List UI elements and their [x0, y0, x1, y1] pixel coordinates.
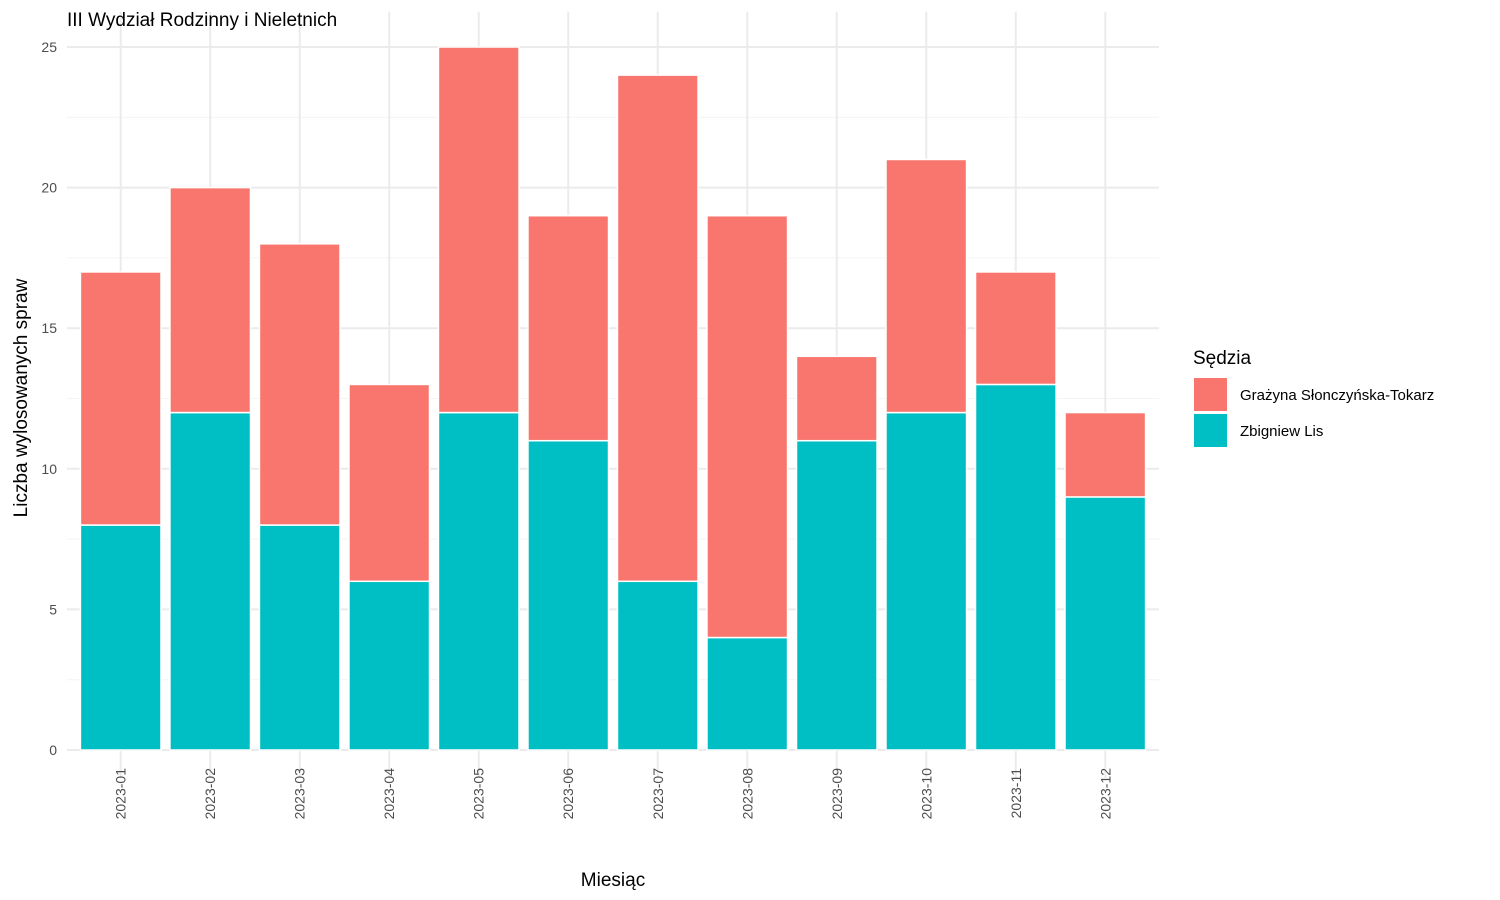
bar-segment-2023-11-s0 [974, 383, 1057, 751]
bar-segment-2023-04-s0 [348, 580, 431, 751]
bar-segment-2023-05-s0 [437, 411, 520, 751]
x-tick-label: 2023-12 [1097, 768, 1113, 820]
y-axis-title: Liczba wylosowanych spraw [11, 278, 32, 517]
bar-segment-2023-08-s1 [706, 214, 789, 639]
x-tick-label: 2023-03 [292, 768, 308, 820]
legend-entry-label: Grażyna Słonczyńska-Tokarz [1240, 387, 1434, 404]
legend-title: Sędzia [1193, 348, 1252, 369]
x-tick-label: 2023-09 [829, 768, 845, 820]
x-tick-label: 2023-11 [1008, 768, 1024, 819]
y-tick-label: 0 [49, 742, 57, 758]
bars-layer [79, 46, 1147, 751]
bar-segment-2023-12-s0 [1064, 496, 1147, 751]
x-axis-title: Miesiąc [581, 870, 645, 891]
bar-segment-2023-06-s0 [527, 439, 610, 751]
legend-entry-label: Zbigniew Lis [1240, 423, 1323, 440]
bar-segment-2023-04-s1 [348, 383, 431, 583]
bar-segment-2023-01-s0 [79, 524, 162, 751]
y-tick-label: 25 [41, 39, 57, 55]
bar-segment-2023-09-s0 [795, 439, 878, 751]
bar-segment-2023-10-s0 [885, 411, 968, 751]
y-tick-label: 15 [41, 320, 57, 336]
bar-segment-2023-03-s1 [258, 243, 341, 526]
y-axis-ticks: 0 5 10 15 20 25 [41, 39, 57, 758]
chart-title: III Wydział Rodzinny i Nieletnich [67, 10, 337, 31]
y-tick-label: 5 [49, 601, 57, 617]
bar-segment-2023-05-s1 [437, 46, 520, 414]
bar-segment-2023-06-s1 [527, 214, 610, 442]
bar-segment-2023-10-s1 [885, 158, 968, 414]
bar-segment-2023-09-s1 [795, 355, 878, 442]
y-tick-label: 10 [41, 461, 57, 477]
legend-key [1194, 378, 1227, 411]
bar-segment-2023-03-s0 [258, 524, 341, 751]
bar-segment-2023-07-s0 [616, 580, 699, 751]
x-tick-label: 2023-07 [650, 768, 666, 820]
x-tick-label: 2023-04 [381, 768, 397, 820]
x-tick-label: 2023-01 [113, 768, 129, 820]
bar-segment-2023-08-s0 [706, 636, 789, 751]
bar-segment-2023-02-s1 [169, 186, 252, 414]
legend-key [1194, 414, 1227, 447]
x-tick-label: 2023-05 [471, 768, 487, 820]
bar-segment-2023-07-s1 [616, 74, 699, 583]
x-tick-label: 2023-06 [560, 768, 576, 820]
bar-segment-2023-01-s1 [79, 271, 162, 526]
x-tick-label: 2023-08 [739, 768, 755, 820]
x-axis-ticks: 2023-01 2023-02 2023-03 2023-04 2023-05 2023-… [113, 768, 1114, 820]
legend: Sędzia Grażyna Słonczyńska-Tokarz Zbignie… [1193, 348, 1434, 447]
x-tick-label: 2023-10 [918, 768, 934, 820]
bar-segment-2023-02-s0 [169, 411, 252, 751]
x-tick-label: 2023-02 [202, 768, 218, 820]
bar-segment-2023-11-s1 [974, 271, 1057, 386]
y-tick-label: 20 [41, 180, 57, 196]
bar-segment-2023-12-s1 [1064, 411, 1147, 498]
